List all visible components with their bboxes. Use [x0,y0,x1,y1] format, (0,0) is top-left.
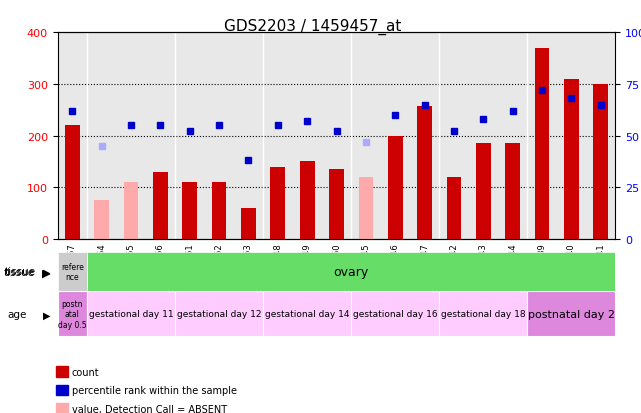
Text: percentile rank within the sample: percentile rank within the sample [72,385,237,395]
Bar [535,48,549,240]
Bar [175,291,263,337]
Bar [476,144,490,240]
Text: gestational day 11: gestational day 11 [88,309,173,318]
Text: ovary: ovary [333,265,369,278]
Text: count: count [72,367,99,377]
Bar [300,162,315,240]
Bar [271,167,285,240]
Text: gestational day 12: gestational day 12 [177,309,262,318]
Bar [505,144,520,240]
Bar [58,252,87,291]
Bar [65,126,79,240]
Bar [439,291,528,337]
Bar [388,136,403,240]
Bar [528,291,615,337]
Bar [87,291,175,337]
Bar [594,85,608,240]
Text: gestational day 16: gestational day 16 [353,309,438,318]
Text: ▶: ▶ [43,267,51,277]
Text: postnatal day 2: postnatal day 2 [528,309,615,319]
Bar [358,178,373,240]
Bar [153,173,168,240]
Text: GDS2203 / 1459457_at: GDS2203 / 1459457_at [224,19,402,35]
Bar [58,291,87,337]
Text: refere
nce: refere nce [61,262,84,281]
Bar [447,178,462,240]
Bar [329,170,344,240]
Bar [94,201,109,240]
Bar [417,106,432,240]
Bar [263,291,351,337]
Bar [124,183,138,240]
Text: gestational day 14: gestational day 14 [265,309,349,318]
Bar [564,79,579,240]
Text: gestational day 18: gestational day 18 [441,309,526,318]
Bar [183,183,197,240]
Text: value, Detection Call = ABSENT: value, Detection Call = ABSENT [72,404,227,413]
Text: ▶: ▶ [42,268,51,278]
Text: ▶: ▶ [43,310,51,320]
Bar [351,291,439,337]
Text: postn
atal
day 0.5: postn atal day 0.5 [58,299,87,329]
Bar [241,209,256,240]
Text: tissue: tissue [3,268,35,278]
Text: tissue: tissue [5,267,37,277]
Bar [212,183,226,240]
Text: age: age [8,310,27,320]
